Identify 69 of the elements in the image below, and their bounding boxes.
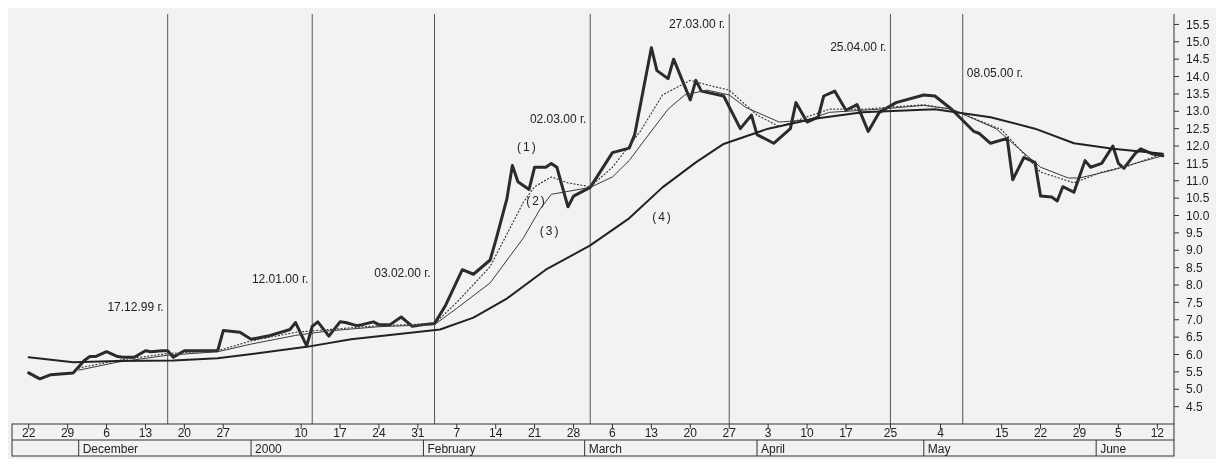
y-tick-label: 5.5	[1186, 365, 1204, 380]
x-tick-label: 10	[294, 426, 309, 440]
y-tick-label: 12.0	[1186, 139, 1210, 154]
series-label: (3)	[539, 223, 561, 238]
x-tick-label: 17	[333, 426, 348, 440]
x-tick-label: 25	[883, 426, 898, 440]
y-tick-label: 10.0	[1186, 208, 1210, 223]
ref-line-label: 27.03.00 г.	[668, 17, 726, 31]
series-label: (1)	[517, 140, 538, 155]
text: May	[927, 442, 951, 456]
x-tick-label: 4	[937, 426, 945, 440]
series-label: (4)	[652, 210, 673, 225]
y-tick-label: 11.0	[1186, 173, 1209, 188]
y-tick-label: 14.5	[1186, 52, 1210, 67]
x-tick-label: 29	[60, 426, 75, 440]
text: April	[761, 442, 786, 456]
y-tick-label: 8.5	[1186, 260, 1204, 275]
y-tick-label: 6.5	[1186, 330, 1204, 345]
y-tick-label: 8.0	[1186, 278, 1204, 293]
x-tick-label: 20	[177, 426, 192, 440]
x-tick-label: 13	[644, 426, 659, 440]
y-tick-label: 13.0	[1186, 104, 1210, 119]
x-tick-label: 21	[527, 426, 542, 440]
x-tick-label: 14	[489, 426, 503, 440]
ref-line-label: 02.03.00 г.	[529, 112, 587, 127]
text: March	[588, 442, 622, 456]
x-tick-label: 6	[609, 426, 617, 440]
y-tick-label: 10.5	[1186, 191, 1210, 206]
x-tick-label: 29	[1072, 426, 1087, 440]
y-tick-label: 14.0	[1186, 69, 1210, 84]
text: February	[427, 442, 476, 456]
y-tick-label: 15.0	[1186, 35, 1210, 49]
x-tick-label: 10	[800, 426, 815, 440]
y-tick-label: 7.0	[1186, 312, 1204, 327]
series-label: (2)	[526, 193, 547, 208]
x-tick-label: 27	[216, 426, 231, 440]
y-tick-label: 7.5	[1186, 295, 1204, 310]
ref-line-label: 17.12.99 г.	[107, 299, 164, 314]
text: 2000	[255, 442, 283, 456]
x-tick-label: 3	[764, 426, 772, 440]
x-tick-label: 13	[138, 426, 153, 440]
y-tick-label: 15.5	[1186, 17, 1210, 32]
x-tick-label: 22	[1033, 426, 1048, 440]
text: December	[82, 442, 139, 456]
y-tick-label: 4.5	[1186, 399, 1204, 414]
text: June	[1100, 442, 1127, 456]
y-tick-label: 6.0	[1186, 347, 1204, 362]
y-tick-label: 13.5	[1186, 87, 1210, 102]
x-tick-label: 5	[1115, 426, 1123, 440]
y-tick-label: 5.0	[1186, 382, 1204, 397]
x-tick-label: 12	[1150, 426, 1165, 440]
x-tick-label: 15	[994, 426, 1009, 440]
x-tick-label: 7	[453, 426, 461, 440]
x-tick-label: 24	[372, 426, 386, 440]
x-tick-label: 22	[22, 426, 36, 440]
y-tick-label: 9.0	[1186, 243, 1204, 258]
x-tick-label: 6	[103, 426, 111, 440]
x-tick-label: 17	[839, 426, 853, 440]
x-tick-label: 28	[566, 426, 581, 440]
x-tick-label: 27	[722, 426, 737, 440]
ref-line-label: 25.04.00 г.	[830, 40, 887, 55]
y-tick-label: 12.5	[1186, 121, 1210, 136]
x-tick-label: 31	[411, 426, 425, 440]
y-tick-label: 11.5	[1186, 156, 1209, 171]
x-tick-label: 20	[683, 426, 698, 440]
ref-line-label: 12.01.00 г.	[251, 271, 309, 286]
ref-line-label: 03.02.00 г.	[374, 265, 431, 280]
y-tick-label: 9.5	[1186, 226, 1204, 241]
ref-line-label: 08.05.00 г.	[966, 66, 1024, 81]
